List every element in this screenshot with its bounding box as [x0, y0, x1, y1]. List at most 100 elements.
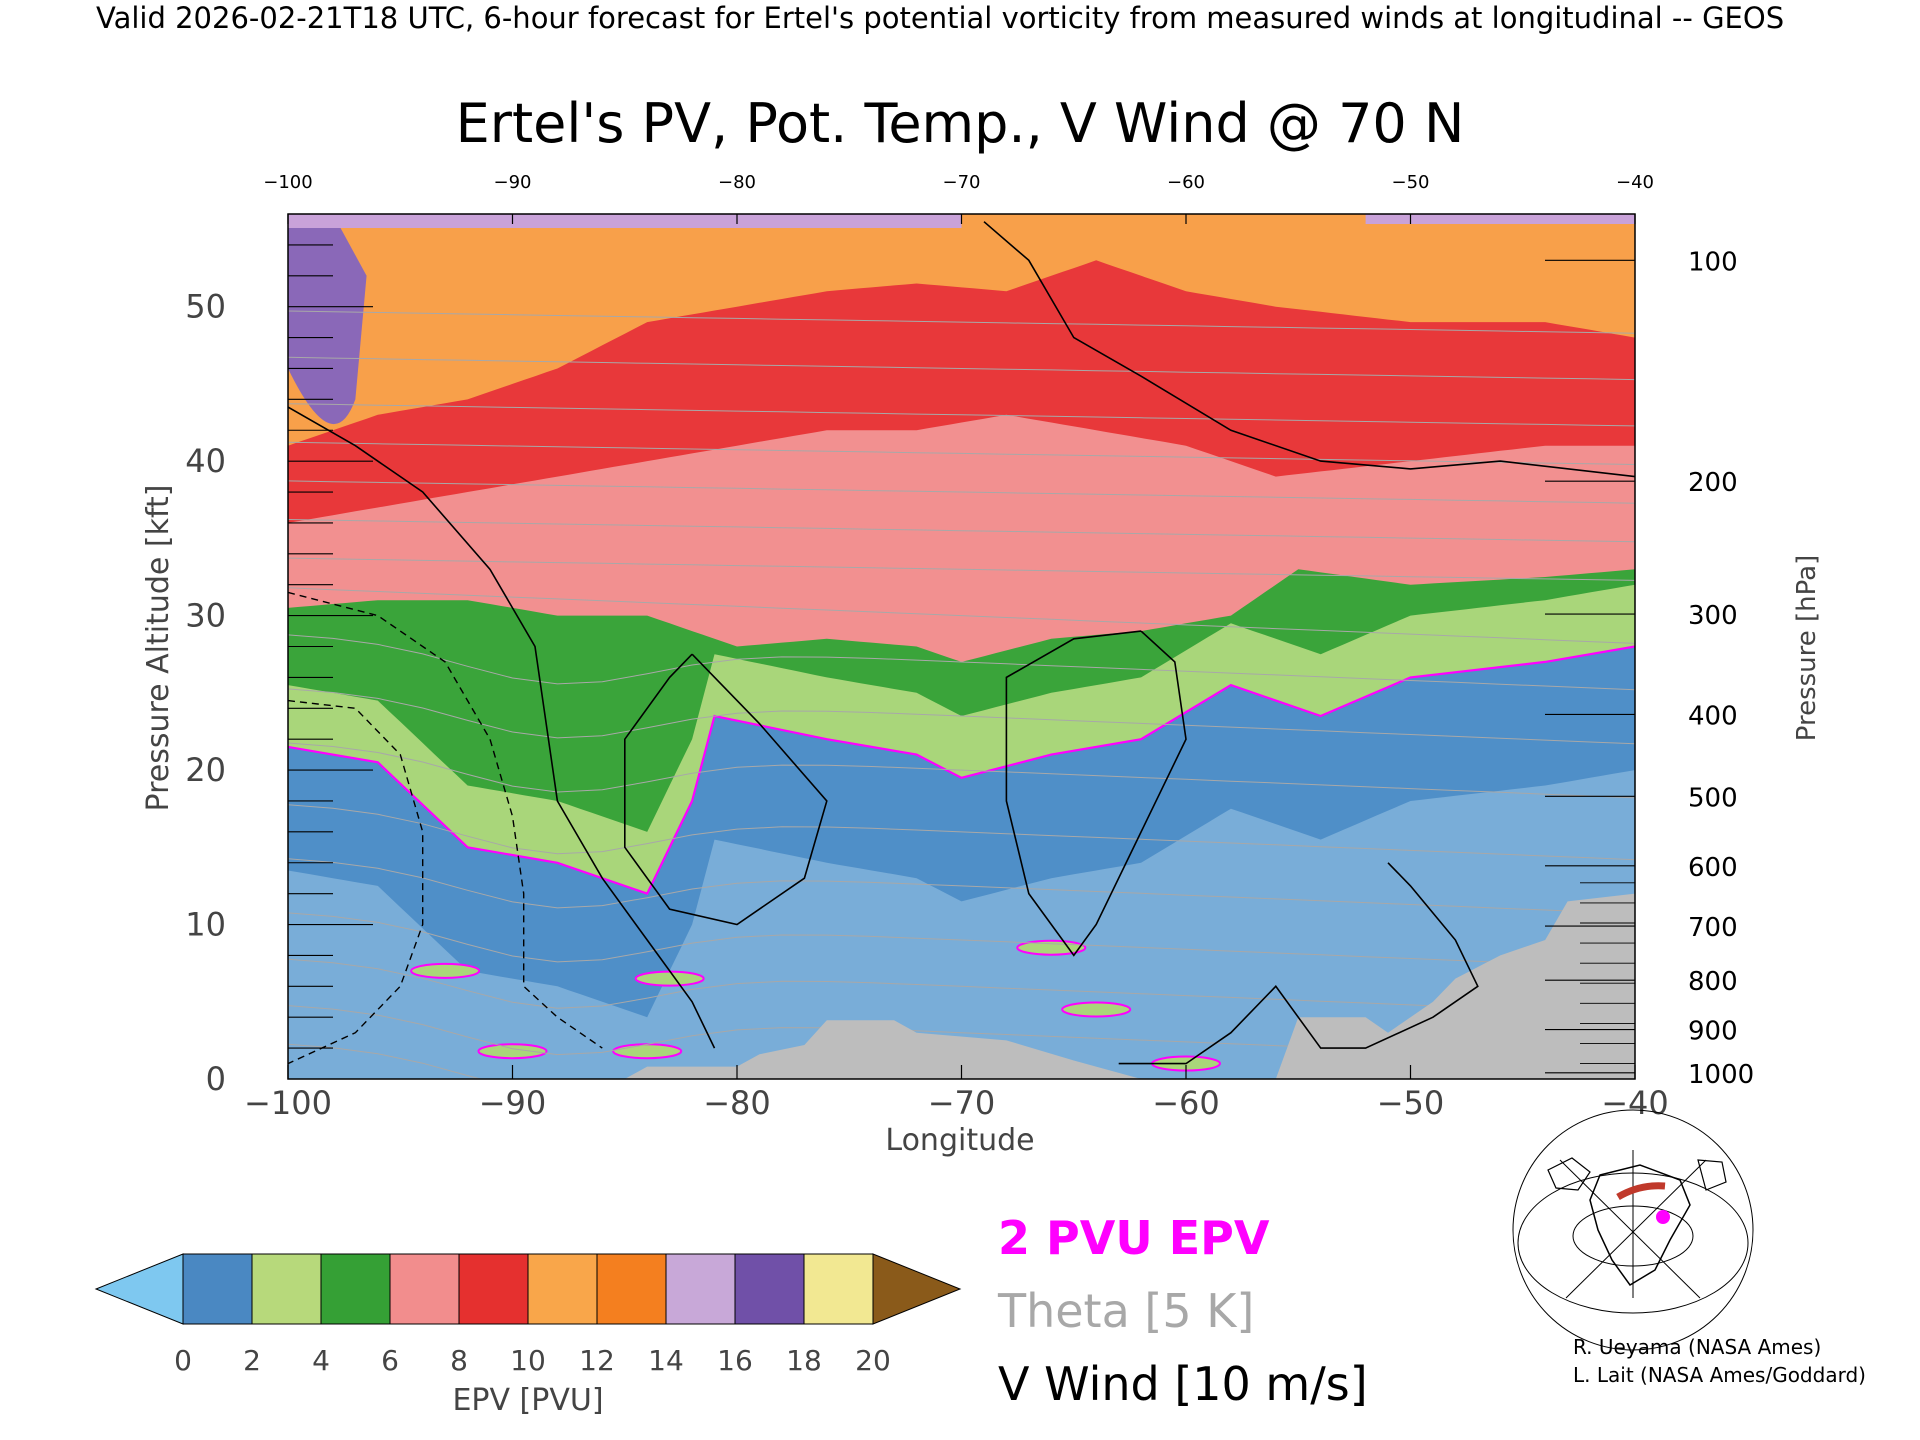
y-tick-label: 20: [185, 751, 226, 789]
theta-contour-310: [288, 804, 1635, 861]
v-wind-contour-10: [1005, 630, 1187, 957]
y-axis-label-right: Pressure [hPa]: [1792, 555, 1822, 742]
pressure-tick-label: 700: [1688, 913, 1738, 943]
axes-layer: −100 −100 −90 −90 −80 −80 −70 −70 −60 −60 −50 −50 −4…: [185, 172, 1754, 1122]
colorbar-under-arrow: [94, 1253, 184, 1325]
y-tick-label: 0: [206, 1060, 226, 1098]
theta-contour-370: [288, 519, 1635, 543]
contour-layer: [288, 221, 1635, 1079]
theta-contour-380: [288, 480, 1635, 504]
pressure-tick-label: 900: [1688, 1017, 1738, 1047]
x-axis-label: Longitude: [885, 1123, 1034, 1158]
colorbar-tick-label: 18: [786, 1344, 822, 1377]
colorbar-tick-label: 10: [510, 1344, 546, 1377]
pressure-tick-label: 300: [1688, 601, 1738, 631]
y-axis-label-left: Pressure Altitude [kft]: [141, 485, 176, 812]
theta-contour-320: [288, 742, 1635, 799]
chart-title: Ertel's PV, Pot. Temp., V Wind @ 70 N: [456, 92, 1465, 155]
theta-contour-350: [288, 587, 1635, 644]
credit-line-1: R. Ueyama (NASA Ames): [1573, 1335, 1821, 1359]
pressure-tick-label: 200: [1688, 468, 1738, 498]
x-tick-label: −100: [244, 1084, 332, 1122]
legend-v-wind: V Wind [10 m/s]: [998, 1357, 1368, 1411]
x-tick-label: −50: [1377, 1084, 1445, 1122]
y-tick-label: 10: [185, 906, 226, 944]
x-top-tick-label: −60: [1167, 172, 1205, 193]
colorbar-swatch: [182, 1253, 253, 1325]
theta-contour-390: [288, 441, 1635, 465]
terrain: [624, 893, 1635, 1079]
pv-band-violet-top: [288, 214, 962, 228]
valid-time-header: Valid 2026-02-21T18 UTC, 6-hour forecast…: [96, 1, 1784, 35]
v-wind-contour-0: [983, 221, 1635, 478]
pv-band-violet-top-right: [1365, 214, 1635, 224]
colorbar-label: EPV [PVU]: [452, 1383, 603, 1418]
colorbar-over-arrow: [872, 1253, 962, 1325]
pvu-2-contour: [288, 645, 1635, 895]
plot-area: [288, 214, 1635, 1079]
x-top-tick-label: −50: [1392, 172, 1430, 193]
x-top-tick-label: −70: [943, 172, 981, 193]
pressure-tick-label: 500: [1688, 783, 1738, 813]
x-tick-label: −80: [703, 1084, 771, 1122]
v-wind-contour-neg: [288, 699, 424, 1065]
v-wind-contour-neg: [288, 591, 603, 1049]
y-tick-label: 30: [185, 597, 226, 635]
theta-contour-420: [288, 310, 1635, 334]
x-top-tick-label: −90: [494, 172, 532, 193]
colorbar-tick-label: 0: [174, 1344, 192, 1377]
pv-low-patch: [410, 962, 481, 979]
theta-contour-290: [288, 912, 1635, 969]
pv-band-lightblue: [288, 770, 1635, 1079]
pressure-tick-label: 100: [1688, 247, 1738, 277]
colorbar-swatch: [665, 1253, 736, 1325]
legend-theta: Theta [5 K]: [997, 1284, 1254, 1338]
legend-2pvu: 2 PVU EPV: [998, 1211, 1270, 1265]
x-top-tick-label: −80: [718, 172, 756, 193]
colorbar-swatch: [458, 1253, 529, 1325]
colorbar: 0 2 4 6 8 10 12 14 16 18 20: [94, 1253, 962, 1377]
colorbar-tick-label: 6: [381, 1344, 399, 1377]
colorbar-swatch: [389, 1253, 460, 1325]
x-tick-label: −90: [479, 1084, 547, 1122]
y-tick-label: 40: [185, 442, 226, 480]
theta-contour-400: [288, 403, 1635, 427]
pv-low-patch: [612, 1043, 683, 1060]
credit-line-2: L. Lait (NASA Ames/Goddard): [1573, 1363, 1866, 1387]
x-tick-label: −60: [1152, 1084, 1220, 1122]
colorbar-tick-label: 8: [450, 1344, 468, 1377]
y-tick-label: 50: [185, 288, 226, 326]
v-wind-contour-10: [624, 653, 828, 926]
pressure-tick-label: 1000: [1688, 1060, 1754, 1090]
pv-low-patch: [1061, 1001, 1132, 1018]
v-wind-contour-0: [288, 406, 716, 1049]
theta-contour-340: [288, 634, 1635, 691]
colorbar-tick-label: 16: [717, 1344, 753, 1377]
colorbar-swatch: [251, 1253, 322, 1325]
theta-contour-330: [288, 688, 1635, 745]
x-tick-label: −40: [1601, 1084, 1669, 1122]
colorbar-swatch: [596, 1253, 667, 1325]
locator-map: [1512, 1109, 1754, 1351]
colorbar-tick-label: 20: [855, 1344, 891, 1377]
theta-contour-410: [288, 356, 1635, 381]
colorbar-swatch: [803, 1253, 874, 1325]
pressure-tick-label: 600: [1688, 853, 1738, 883]
x-top-tick-label: −100: [263, 172, 312, 193]
x-top-tick-label: −40: [1616, 172, 1654, 193]
colorbar-tick-label: 14: [648, 1344, 684, 1377]
colorbar-tick-label: 4: [312, 1344, 330, 1377]
colorbar-swatch: [734, 1253, 805, 1325]
pv-low-patch: [477, 1043, 548, 1060]
colorbar-tick-label: 2: [243, 1344, 261, 1377]
v-wind-contour-0: [1118, 862, 1479, 1065]
theta-contour-360: [288, 557, 1635, 581]
colorbar-swatch: [527, 1253, 598, 1325]
colorbar-swatch: [320, 1253, 391, 1325]
theta-contour-280: [288, 958, 1635, 1015]
pressure-tick-label: 400: [1688, 701, 1738, 731]
colorbar-tick-label: 12: [579, 1344, 615, 1377]
pv-low-patch: [634, 970, 705, 987]
x-tick-label: −70: [928, 1084, 996, 1122]
